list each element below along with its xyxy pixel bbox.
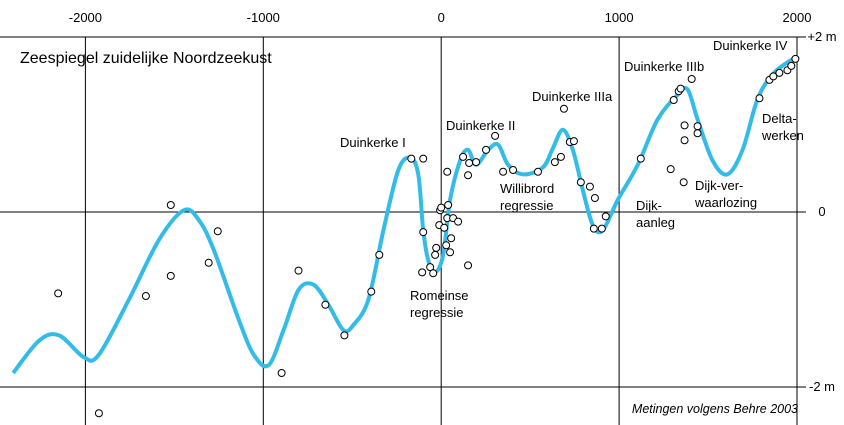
measurement-point xyxy=(166,271,175,280)
measurement-point xyxy=(569,137,578,146)
annotation: Romeinse xyxy=(410,288,469,303)
measurement-point xyxy=(204,258,213,267)
measurement-point xyxy=(465,159,474,167)
measurement-point xyxy=(431,250,440,259)
annotation: werken xyxy=(761,128,804,143)
sea-level-curve xyxy=(11,55,799,375)
x-tick-label: 1000 xyxy=(605,10,634,25)
y-tick-label: -2 m xyxy=(809,379,835,394)
y-tick-label: 0 xyxy=(818,204,825,219)
annotation: regressie xyxy=(500,198,553,213)
measurement-point xyxy=(464,171,473,180)
measurement-point xyxy=(550,158,559,167)
measurement-point xyxy=(509,166,518,174)
measurement-point xyxy=(590,194,599,202)
measurement-point xyxy=(446,248,455,257)
measurement-point xyxy=(443,167,452,176)
measurement-point xyxy=(432,243,441,252)
x-tick-label: 2000 xyxy=(783,10,812,25)
measurement-point xyxy=(444,201,453,209)
annotation: Delta- xyxy=(762,111,797,126)
annotation: Dijk- xyxy=(636,198,662,213)
measurement-point xyxy=(636,154,645,163)
annotation: Duinkerke IIIb xyxy=(624,59,704,74)
measurement-point xyxy=(459,152,468,161)
annotation: Duinkerke IIIa xyxy=(532,89,613,104)
y-tick-label: +2 m xyxy=(807,29,836,44)
chart-title: Zeespiegel zuidelijke Noordzeekust xyxy=(20,50,272,67)
annotation: regressie xyxy=(410,305,463,320)
measurement-point xyxy=(440,223,449,232)
measurement-point xyxy=(407,154,416,163)
annotation: aanleg xyxy=(636,215,675,230)
measurement-point xyxy=(585,182,594,191)
measurement-point xyxy=(141,292,150,300)
annotation: waarlozing xyxy=(694,195,757,210)
x-tick-label: -2000 xyxy=(69,10,102,25)
measurement-point xyxy=(419,228,428,237)
measurement-point xyxy=(213,227,222,236)
measurement-point xyxy=(556,152,565,161)
measurement-point xyxy=(791,54,800,63)
measurement-point xyxy=(680,136,689,145)
measurement-point xyxy=(769,72,778,81)
measurement-point xyxy=(426,263,435,272)
measurement-point xyxy=(755,94,764,103)
measurement-point xyxy=(166,201,175,209)
measurement-point xyxy=(533,167,542,176)
measurement-point xyxy=(429,269,438,278)
measurement-point xyxy=(447,234,456,243)
measurement-point xyxy=(437,203,446,212)
annotation: Duinkerke IV xyxy=(713,38,788,53)
annotation: Duinkerke II xyxy=(446,118,515,133)
measurement-point xyxy=(693,122,702,131)
measurement-point xyxy=(669,96,678,104)
measurement-point xyxy=(589,224,598,233)
annotation: Duinkerke I xyxy=(340,135,406,150)
measurement-point xyxy=(464,261,473,270)
measurement-point xyxy=(442,241,451,250)
measurement-point xyxy=(94,409,103,418)
measurement-point xyxy=(680,121,689,130)
measurement-point xyxy=(666,165,675,174)
measurement-point xyxy=(491,131,500,140)
measurement-point xyxy=(679,178,688,187)
measurement-point xyxy=(340,331,349,340)
measurement-point xyxy=(367,287,376,296)
measurement-point xyxy=(775,68,784,77)
measurement-point xyxy=(418,268,427,277)
annotation: Willibrord xyxy=(500,181,554,196)
measurement-point xyxy=(676,84,685,93)
measurement-point xyxy=(375,250,384,259)
measurement-point xyxy=(472,158,481,167)
measurement-point xyxy=(559,104,568,113)
measurement-point xyxy=(419,154,428,163)
measurement-point xyxy=(277,369,286,377)
measurement-point xyxy=(54,289,63,298)
measurement-point xyxy=(576,178,585,187)
measurement-point xyxy=(693,129,702,138)
measurement-point xyxy=(601,212,610,221)
measurement-point xyxy=(499,167,508,176)
measurement-point xyxy=(787,61,796,70)
annotation: Dijk-ver- xyxy=(695,178,743,193)
measurement-point xyxy=(294,266,303,275)
source-note: Metingen volgens Behre 2003 xyxy=(632,402,798,416)
measurement-point xyxy=(321,300,330,309)
measurement-point xyxy=(687,75,696,83)
measurement-point xyxy=(454,217,463,226)
x-tick-label: 0 xyxy=(438,10,445,25)
measurement-point xyxy=(482,145,491,154)
x-tick-label: -1000 xyxy=(247,10,280,25)
measurement-point xyxy=(597,224,606,233)
